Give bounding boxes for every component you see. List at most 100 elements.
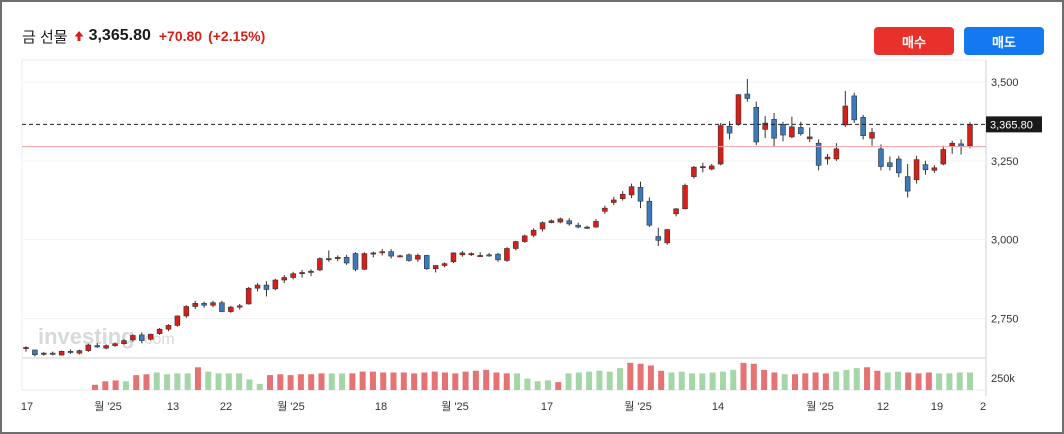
last-price-tag <box>986 116 1042 133</box>
volume-bar <box>843 369 850 390</box>
candle <box>228 305 234 313</box>
candle <box>299 269 305 278</box>
candle <box>459 251 466 257</box>
volume-bar <box>617 368 623 390</box>
volume-bar <box>369 371 376 390</box>
price-tick-label: 3,500 <box>991 77 1019 89</box>
candle-body <box>949 142 955 147</box>
candle <box>878 144 884 171</box>
candle <box>352 252 359 272</box>
sell-button[interactable]: 매도 <box>964 27 1044 55</box>
candle <box>201 301 207 308</box>
candle <box>219 300 225 313</box>
candle <box>530 228 537 238</box>
candle-body <box>121 340 127 344</box>
candle-body <box>700 166 706 169</box>
candle <box>58 350 65 356</box>
candle-body <box>904 176 911 192</box>
price-change-percent: (+2.15%) <box>208 28 266 44</box>
volume-bar <box>565 373 572 390</box>
candle <box>798 121 804 136</box>
candle-body <box>780 124 786 136</box>
candle-body <box>415 255 421 260</box>
price-axis: 3,500 3,250 3,000 2,750 250k <box>991 77 1019 385</box>
candle <box>139 332 145 344</box>
time-tick-label: 2 <box>980 401 986 413</box>
volume-bar <box>431 371 438 390</box>
candle-body <box>370 252 377 255</box>
volume-bar <box>287 375 294 390</box>
candle <box>593 218 599 228</box>
candle <box>361 252 368 270</box>
candle-body <box>290 273 296 278</box>
candle <box>85 343 92 352</box>
volume-bar <box>884 372 891 390</box>
candle-body <box>174 315 181 326</box>
volume-bar <box>524 378 531 390</box>
time-tick-label: 월 '25 <box>624 400 652 413</box>
candle-body <box>85 344 92 351</box>
volume-bar <box>246 379 253 390</box>
volume-bar <box>946 373 953 390</box>
candle-body <box>236 305 243 308</box>
price-candles <box>23 78 973 357</box>
candle <box>236 303 243 310</box>
candle-body <box>139 334 145 341</box>
candle-body <box>824 156 831 160</box>
candle-body <box>183 306 190 317</box>
candle <box>789 116 795 139</box>
candle <box>210 300 216 308</box>
candle <box>940 145 947 166</box>
candle-body <box>486 254 492 257</box>
candle-body <box>379 251 385 254</box>
candle <box>860 114 866 140</box>
candle <box>245 286 252 305</box>
candle <box>753 101 760 146</box>
volume-bar <box>267 375 273 390</box>
candle <box>735 94 742 126</box>
candle-body <box>468 253 475 256</box>
candle-body <box>513 241 519 249</box>
price-overlays: 3,365.80 <box>22 116 1042 148</box>
candle-body <box>673 208 679 215</box>
volume-bar <box>534 381 541 390</box>
candle <box>326 250 332 262</box>
candle <box>156 327 163 335</box>
buy-button[interactable]: 매수 <box>874 27 954 55</box>
volume-bar <box>730 369 737 390</box>
candle-body <box>878 148 884 167</box>
candle <box>121 339 127 345</box>
candle-body <box>49 352 56 355</box>
candle-body <box>165 325 172 330</box>
volume-bar <box>915 373 922 390</box>
candle <box>41 351 47 356</box>
candle <box>272 278 279 291</box>
candle <box>851 92 857 124</box>
candle-body <box>103 345 109 349</box>
candle-body <box>397 255 403 258</box>
candle <box>49 351 56 356</box>
candle-body <box>602 207 608 212</box>
candle <box>254 283 261 292</box>
volume-bar <box>493 372 500 390</box>
candle-body <box>299 272 305 275</box>
volume-bar <box>833 371 840 390</box>
volume-bar <box>349 373 356 390</box>
volume-bar <box>699 373 706 390</box>
volume-bar <box>225 373 232 390</box>
candle <box>896 155 902 178</box>
candle-body <box>32 349 38 356</box>
candle-body <box>156 328 163 334</box>
volume-bar <box>308 374 315 390</box>
volume-bar <box>184 373 191 390</box>
candle-body <box>147 333 154 340</box>
volume-bar <box>390 372 397 390</box>
candle-body <box>691 166 697 177</box>
candle-body <box>281 277 288 281</box>
volume-bar <box>236 373 243 390</box>
candle <box>263 281 270 297</box>
volume-bar <box>853 368 860 390</box>
volume-bar <box>122 381 129 390</box>
